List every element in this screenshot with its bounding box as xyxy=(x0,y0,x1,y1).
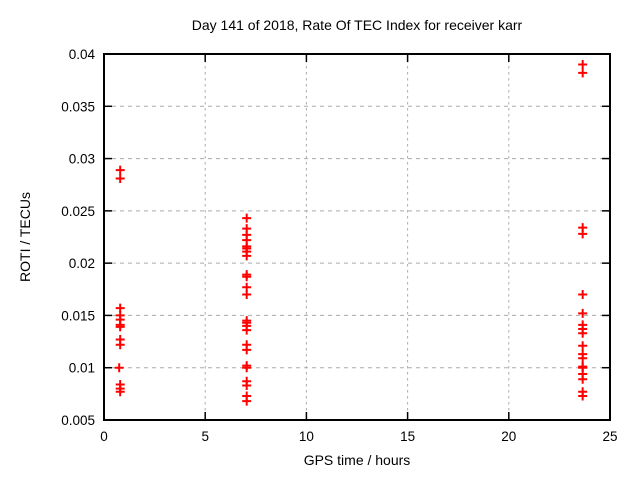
data-point xyxy=(115,165,125,175)
data-point xyxy=(578,229,588,239)
chart-title: Day 141 of 2018, Rate Of TEC Index for r… xyxy=(191,17,523,33)
y-tick-label: 0.03 xyxy=(69,152,95,167)
data-point xyxy=(115,340,125,350)
y-tick-label: 0.025 xyxy=(61,204,95,219)
data-point xyxy=(115,387,125,397)
y-tick-label: 0.04 xyxy=(69,47,96,62)
data-point xyxy=(578,353,588,363)
data-point xyxy=(578,391,588,401)
data-point xyxy=(115,173,125,183)
data-point xyxy=(578,374,588,384)
data-point xyxy=(242,272,252,282)
x-tick-label: 5 xyxy=(201,429,209,444)
data-point xyxy=(242,290,252,300)
x-axis-label: GPS time / hours xyxy=(303,452,411,468)
data-point xyxy=(114,363,124,373)
data-point xyxy=(242,325,252,335)
data-point xyxy=(242,380,252,390)
data-point xyxy=(242,363,252,373)
y-tick-label: 0.015 xyxy=(61,308,95,323)
y-tick-label: 0.005 xyxy=(61,413,95,428)
x-tick-label: 0 xyxy=(100,429,108,444)
data-point xyxy=(115,322,125,332)
data-point xyxy=(578,308,588,318)
data-point xyxy=(242,396,252,406)
data-point xyxy=(242,345,252,355)
y-tick-label: 0.01 xyxy=(69,361,95,376)
x-tick-label: 20 xyxy=(501,429,516,444)
data-point xyxy=(578,59,588,69)
data-point xyxy=(578,328,588,338)
x-tick-label: 10 xyxy=(299,429,314,444)
data-point xyxy=(578,341,588,351)
plot-border xyxy=(103,53,611,421)
y-tick-label: 0.02 xyxy=(69,256,95,271)
x-tick-label: 15 xyxy=(400,429,415,444)
data-point xyxy=(578,68,588,78)
data-point xyxy=(578,290,588,300)
y-tick-label: 0.035 xyxy=(61,99,95,114)
x-tick-label: 25 xyxy=(602,429,617,444)
data-point xyxy=(242,213,252,223)
data-point xyxy=(242,251,252,261)
